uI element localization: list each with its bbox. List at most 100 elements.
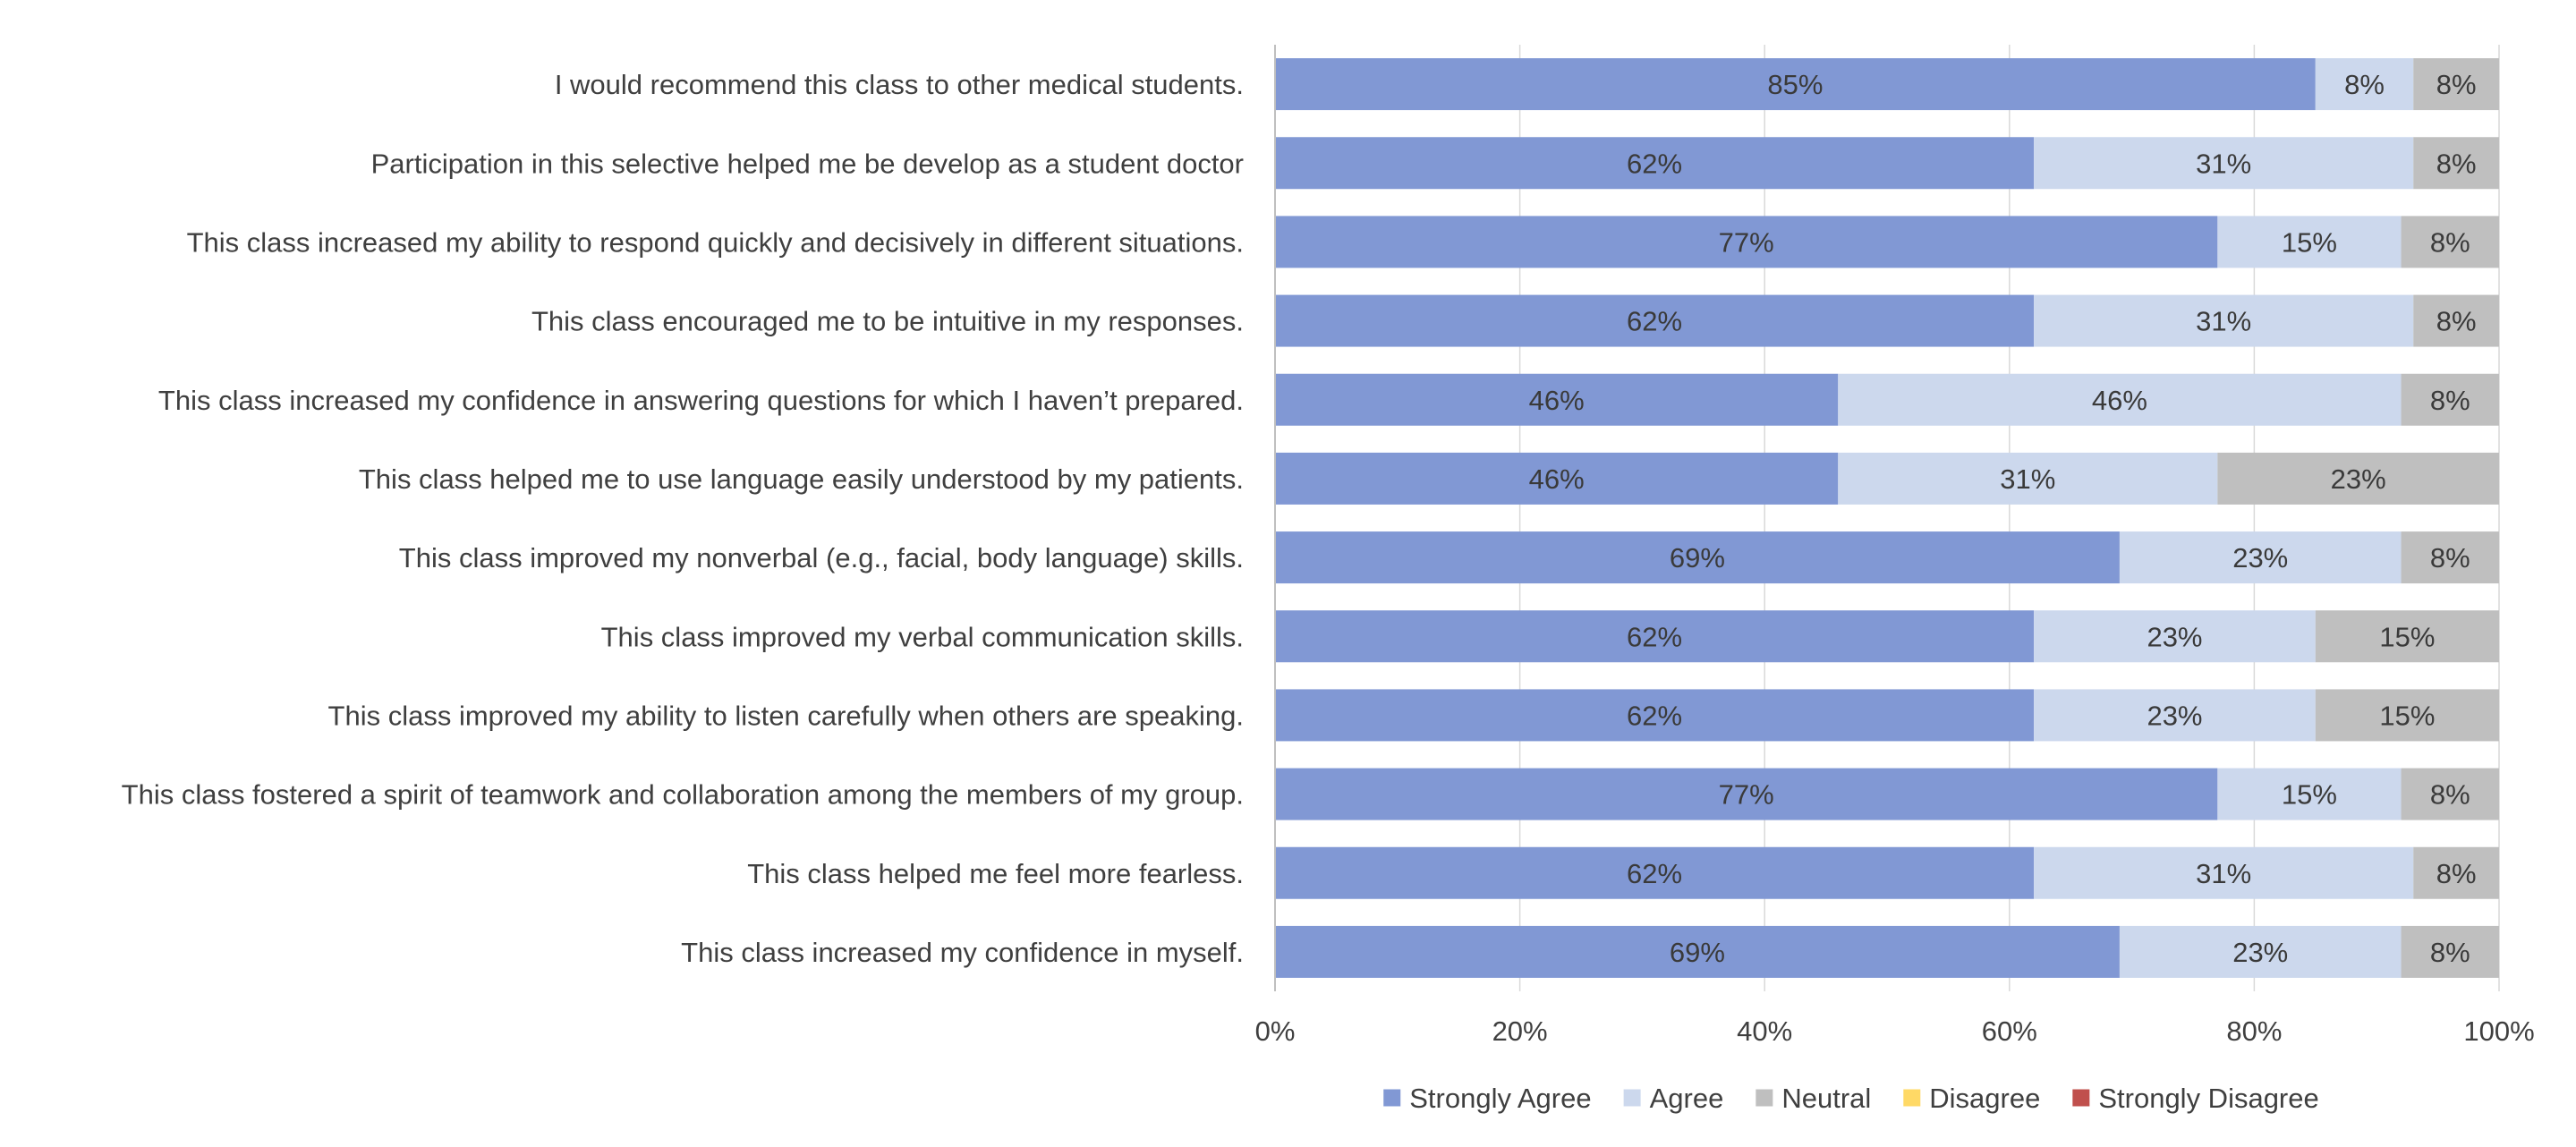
data-label: 62%	[1627, 858, 1682, 889]
bar-segment	[2401, 531, 2499, 584]
data-label: 8%	[2436, 148, 2477, 179]
category-label: I would recommend this class to other me…	[555, 69, 1244, 100]
data-label: 23%	[2331, 463, 2386, 495]
data-label: 8%	[2436, 69, 2477, 100]
bar-segment	[2315, 58, 2414, 111]
data-label: 69%	[1670, 937, 1725, 968]
bar-segment	[2034, 689, 2316, 742]
legend-label: Agree	[1650, 1083, 1724, 1114]
x-tick-label: 60%	[1982, 1015, 2037, 1047]
bar-segment	[2034, 846, 2414, 899]
bar-segment	[2034, 137, 2414, 190]
x-tick-label: 100%	[2463, 1015, 2534, 1047]
data-label: 23%	[2147, 621, 2202, 652]
data-label: 46%	[2092, 385, 2147, 416]
bar-segment	[1838, 452, 2218, 505]
data-label: 8%	[2430, 779, 2470, 811]
bar-segment	[1275, 768, 2218, 820]
data-label: 62%	[1627, 306, 1682, 337]
category-label: This class helped me to use language eas…	[359, 463, 1244, 495]
bar-segment	[1275, 610, 2035, 663]
bar-segment	[2413, 846, 2499, 899]
data-label: 77%	[1719, 226, 1774, 258]
data-label: 15%	[2282, 226, 2337, 258]
data-label: 23%	[2232, 937, 2288, 968]
bar-segment	[2401, 768, 2499, 820]
gridlines	[1518, 45, 2500, 991]
bar-segment	[1275, 452, 1839, 505]
bar-segment	[1275, 925, 2120, 978]
bar-segment	[2034, 610, 2316, 663]
category-label: This class improved my ability to listen…	[328, 700, 1244, 731]
category-labels: I would recommend this class to other me…	[122, 69, 1244, 968]
legend-swatch	[1756, 1089, 1773, 1107]
data-label: 31%	[2196, 858, 2251, 889]
data-label: 31%	[2196, 306, 2251, 337]
legend-item: Neutral	[1756, 1083, 1871, 1114]
bar-segment	[2217, 768, 2402, 820]
bar-segment	[1838, 373, 2402, 426]
bar-segment	[1275, 137, 2035, 190]
bar-segment	[2401, 216, 2499, 268]
category-label: Participation in this selective helped m…	[371, 148, 1244, 179]
bar-segment	[1275, 689, 2035, 742]
data-label: 62%	[1627, 148, 1682, 179]
legend-item: Strongly Agree	[1383, 1083, 1592, 1114]
x-axis-ticks: 0% 20% 40% 60% 80% 100%	[1255, 1015, 2535, 1047]
legend-item: Disagree	[1903, 1083, 2040, 1114]
legend-label: Strongly Agree	[1409, 1083, 1591, 1114]
legend-label: Disagree	[1929, 1083, 2040, 1114]
bar-segment	[2034, 294, 2414, 347]
legend-swatch	[1903, 1089, 1921, 1107]
legend-item: Strongly Disagree	[2072, 1083, 2319, 1114]
bar-segment	[1275, 531, 2120, 584]
legend-label: Neutral	[1781, 1083, 1871, 1114]
data-label: 62%	[1627, 621, 1682, 652]
data-label: 31%	[2000, 463, 2055, 495]
x-tick-label: 0%	[1255, 1015, 1296, 1047]
data-label: 15%	[2379, 621, 2435, 652]
category-label: This class helped me feel more fearless.	[747, 858, 1244, 889]
category-label: This class fostered a spirit of teamwork…	[122, 779, 1244, 811]
category-label: This class improved my verbal communicat…	[601, 621, 1244, 652]
bar-segment	[2413, 294, 2499, 347]
bars	[1275, 58, 2499, 978]
data-label: 8%	[2436, 858, 2477, 889]
data-label: 8%	[2430, 385, 2470, 416]
data-label: 23%	[2147, 700, 2202, 731]
data-label: 8%	[2430, 542, 2470, 574]
bar-segment	[1275, 373, 1839, 426]
bar-segment	[1275, 846, 2035, 899]
bar-segment	[2315, 689, 2499, 742]
x-tick-label: 80%	[2226, 1015, 2282, 1047]
legend: Strongly Agree Agree Neutral Disagree Strong…	[1383, 1083, 2319, 1114]
bar-segment	[2401, 373, 2499, 426]
bar-segment	[2119, 531, 2402, 584]
category-label: This class encouraged me to be intuitive…	[531, 306, 1244, 337]
category-label: This class improved my nonverbal (e.g., …	[399, 542, 1244, 574]
data-labels: 85% 8% 8% 62% 31% 8% 77% 15% 8% 62% 31% 8% 46% 46% 8% 4…	[1529, 69, 2477, 968]
data-label: 15%	[2379, 700, 2435, 731]
data-label: 77%	[1719, 779, 1774, 811]
data-label: 8%	[2430, 226, 2470, 258]
category-label: This class increased my confidence in my…	[681, 937, 1244, 968]
legend-label: Strongly Disagree	[2098, 1083, 2318, 1114]
bar-segment	[1275, 58, 2316, 111]
data-label: 46%	[1529, 385, 1585, 416]
data-label: 8%	[2436, 306, 2477, 337]
x-tick-label: 20%	[1492, 1015, 1548, 1047]
bar-segment	[2401, 925, 2499, 978]
data-label: 46%	[1529, 463, 1585, 495]
x-tick-label: 40%	[1737, 1015, 1792, 1047]
data-label: 15%	[2282, 779, 2337, 811]
data-label: 23%	[2232, 542, 2288, 574]
category-label: This class increased my confidence in an…	[158, 385, 1244, 416]
bar-segment	[2413, 137, 2499, 190]
data-label: 62%	[1627, 700, 1682, 731]
legend-swatch	[1623, 1089, 1641, 1107]
bar-segment	[2119, 925, 2402, 978]
bar-segment	[1275, 216, 2218, 268]
bar-segment	[2315, 610, 2499, 663]
